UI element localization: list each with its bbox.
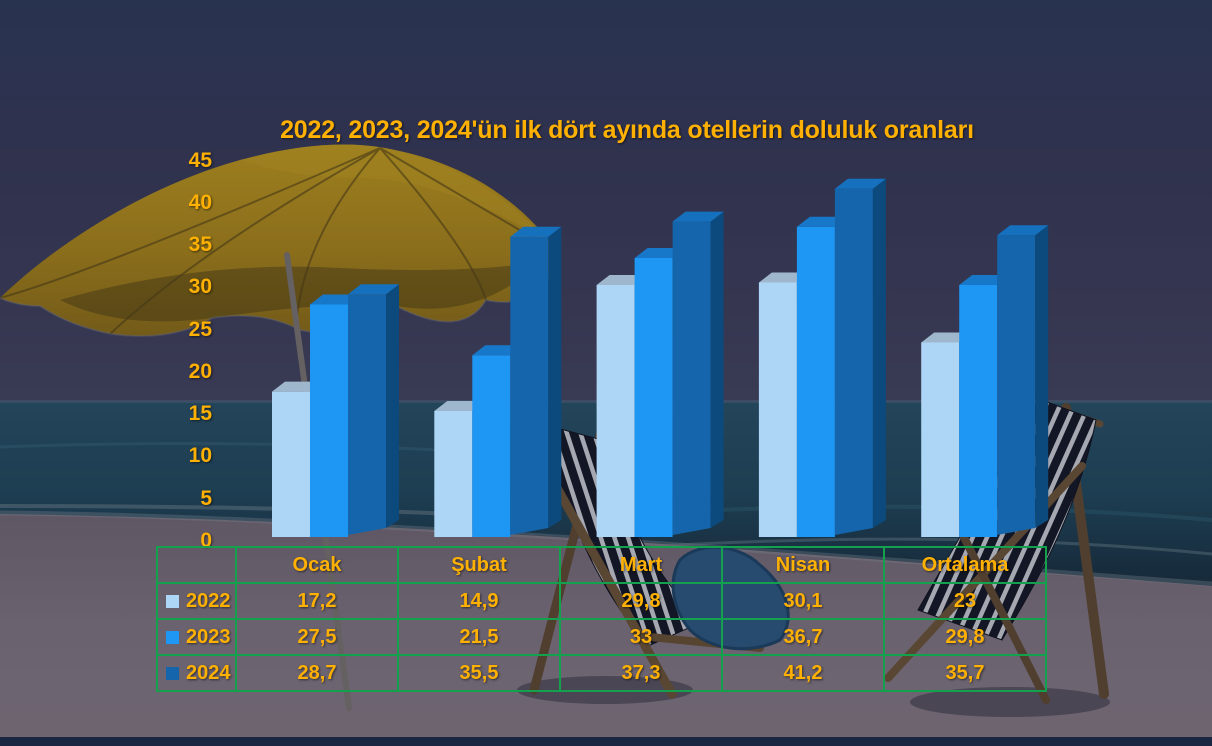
y-tick-25: 25 xyxy=(188,318,212,341)
bar-2024-cat5-side xyxy=(1035,225,1049,528)
bar-2022-cat4-top xyxy=(758,272,810,283)
bar-2022-cat5 xyxy=(921,342,960,537)
bar-2023-cat5-top xyxy=(959,275,1011,285)
y-tick-15: 15 xyxy=(188,402,212,425)
bar-2024-cat2-top xyxy=(510,226,562,237)
cell-2024-nisan: 41,2 xyxy=(721,654,885,692)
bar-2023-cat2 xyxy=(472,355,511,537)
bar-2024-cat3-top xyxy=(672,211,724,222)
legend-label-2022: 2022 xyxy=(186,589,231,612)
cell-2022-subat: 14,9 xyxy=(397,582,561,620)
bar-2022-cat5-top xyxy=(921,332,973,343)
cell-2022-nisan: 30,1 xyxy=(721,582,885,620)
bar-2022-cat1 xyxy=(272,391,310,537)
y-tick-5: 5 xyxy=(200,487,212,510)
table-row-2022: 2022 17,2 14,9 29,8 30,1 23 xyxy=(156,582,1047,620)
cell-2023-ortalama: 29,8 xyxy=(883,618,1047,656)
bar-2024-cat5 xyxy=(997,235,1036,535)
table-row-2023: 2023 27,5 21,5 33 36,7 29,8 xyxy=(156,618,1047,656)
y-tick-30: 30 xyxy=(188,275,212,298)
y-tick-10: 10 xyxy=(188,444,212,467)
bottom-dark-band xyxy=(0,737,1212,746)
col-header-nisan: Nisan xyxy=(721,546,885,584)
data-table: Ocak Şubat Mart Nisan Ortalama 2022 17,2… xyxy=(156,546,1047,692)
bar-2023-cat2-top xyxy=(472,345,524,356)
bar-2023-cat4-top xyxy=(796,216,848,227)
col-header-ocak: Ocak xyxy=(235,546,399,584)
bar-2023-cat3-top xyxy=(634,248,686,258)
bar-2024-cat5-top xyxy=(997,225,1049,236)
cell-2024-subat: 35,5 xyxy=(397,654,561,692)
bar-2024-cat3-side xyxy=(710,211,724,528)
table-header-row: Ocak Şubat Mart Nisan Ortalama xyxy=(156,546,1047,584)
table-corner-cell xyxy=(156,546,237,584)
col-header-mart: Mart xyxy=(559,546,723,584)
legend-label-2023: 2023 xyxy=(186,625,231,648)
legend-swatch-2022 xyxy=(166,594,179,608)
bar-2024-cat1 xyxy=(348,294,386,535)
bar-2022-cat2-top xyxy=(434,401,486,411)
cell-2023-subat: 21,5 xyxy=(397,618,561,656)
bar-2022-cat3 xyxy=(596,285,635,537)
bar-2022-cat1-top xyxy=(272,381,323,392)
bar-2023-cat4 xyxy=(796,226,835,537)
y-tick-35: 35 xyxy=(188,233,212,256)
bar-2024-cat1-side xyxy=(386,284,399,528)
bar-2024-cat3 xyxy=(672,221,711,535)
legend-swatch-2023 xyxy=(166,630,179,644)
bar-2024-cat1-top xyxy=(348,284,399,295)
bar-2023-cat5 xyxy=(959,285,998,537)
legend-swatch-2024 xyxy=(166,666,179,680)
bar-2022-cat4 xyxy=(758,282,797,537)
cell-2022-ocak: 17,2 xyxy=(235,582,399,620)
bar-2024-cat4 xyxy=(834,188,873,535)
cell-2024-ocak: 28,7 xyxy=(235,654,399,692)
bar-2023-cat3 xyxy=(634,258,673,537)
cell-2022-ortalama: 23 xyxy=(883,582,1047,620)
cell-2023-nisan: 36,7 xyxy=(721,618,885,656)
bar-2024-cat2 xyxy=(510,236,549,536)
y-tick-45: 45 xyxy=(188,149,212,172)
col-header-subat: Şubat xyxy=(397,546,561,584)
y-tick-20: 20 xyxy=(188,360,212,383)
legend-cell-2024: 2024 xyxy=(156,654,237,692)
bar-2024-cat2-side xyxy=(548,226,562,529)
y-tick-0: 0 xyxy=(200,529,212,552)
bar-2024-cat4-side xyxy=(872,178,886,528)
cell-2024-mart: 37,3 xyxy=(559,654,723,692)
table-row-2024: 2024 28,7 35,5 37,3 41,2 35,7 xyxy=(156,654,1047,692)
legend-label-2024: 2024 xyxy=(186,661,231,684)
cell-2022-mart: 29,8 xyxy=(559,582,723,620)
y-tick-40: 40 xyxy=(188,191,212,214)
legend-cell-2023: 2023 xyxy=(156,618,237,656)
bar-2022-cat3-top xyxy=(596,275,648,285)
bar-2022-cat2 xyxy=(434,411,473,537)
legend-cell-2022: 2022 xyxy=(156,582,237,620)
cell-2023-mart: 33 xyxy=(559,618,723,656)
cell-2023-ocak: 27,5 xyxy=(235,618,399,656)
bar-2023-cat1-top xyxy=(310,294,361,305)
chart-title: 2022, 2023, 2024'ün ilk dört ayında otel… xyxy=(280,116,974,144)
col-header-ortalama: Ortalama xyxy=(883,546,1047,584)
bar-2024-cat4-top xyxy=(834,178,886,189)
cell-2024-ortalama: 35,7 xyxy=(883,654,1047,692)
bar-2023-cat1 xyxy=(310,304,348,537)
